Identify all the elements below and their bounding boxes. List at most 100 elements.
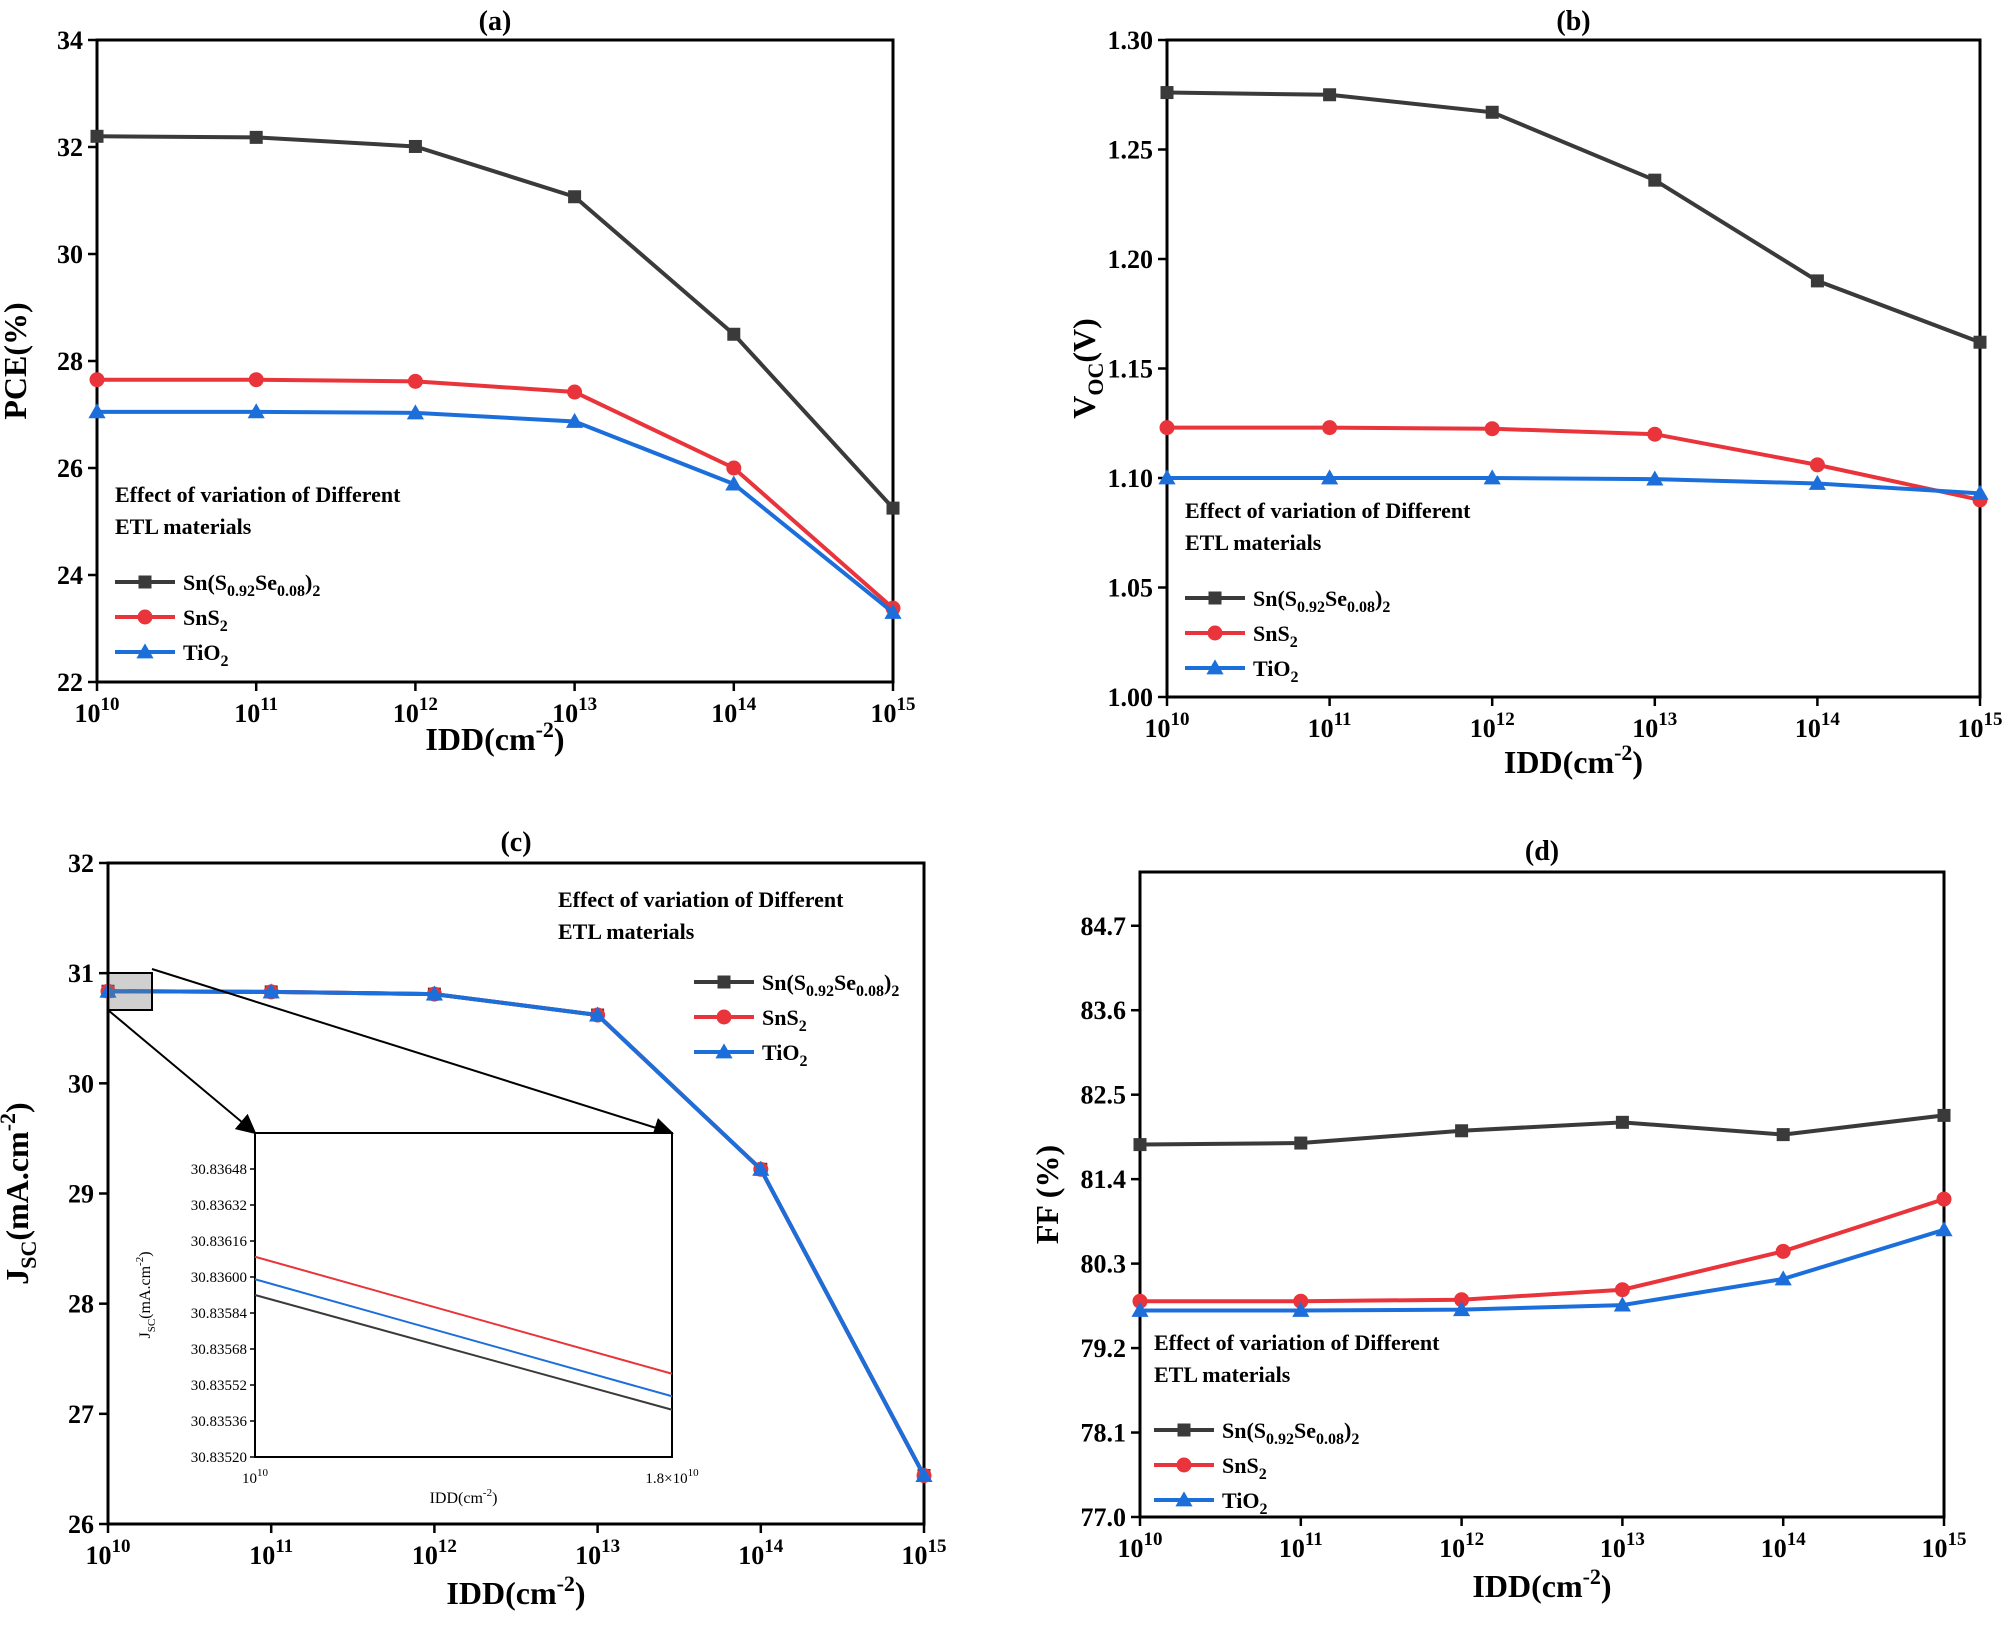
- data-point-black: [1648, 173, 1662, 187]
- legend-marker-blue: [1175, 1491, 1193, 1507]
- data-point-blue: [1131, 1301, 1149, 1317]
- y-tick-label: 79.2: [1081, 1334, 1127, 1363]
- x-tick-label: 1013: [1600, 1529, 1645, 1563]
- data-point-red: [1293, 1293, 1309, 1309]
- inset-y-axis-label: JSC(mA.cm-2): [134, 1251, 158, 1338]
- legend-label-red: SnS2: [1222, 1453, 1267, 1483]
- x-axis-label: IDD(cm-2): [446, 1571, 585, 1611]
- data-point-black: [1485, 105, 1499, 119]
- data-point-red: [1454, 1292, 1470, 1308]
- data-point-red: [726, 460, 742, 476]
- series-line-black: [96, 134, 895, 510]
- y-tick-label: 28: [57, 347, 83, 376]
- y-tick-label: 84.7: [1081, 912, 1127, 941]
- panel-title: (d): [1525, 836, 1559, 867]
- legend-label-blue: TiO2: [1253, 656, 1299, 686]
- data-point-black: [1937, 1108, 1951, 1122]
- data-point-blue: [1321, 469, 1339, 485]
- y-tick-label: 1.10: [1108, 464, 1154, 493]
- y-tick-label: 26: [57, 454, 83, 483]
- y-tick-label: 78.1: [1081, 1419, 1127, 1448]
- data-point-red: [1647, 426, 1663, 442]
- inset-y-tick-label: 30.83600: [191, 1270, 247, 1286]
- annotation-line-2: ETL materials: [558, 919, 695, 944]
- data-point-red: [567, 384, 583, 400]
- inset-frame: [254, 1132, 673, 1458]
- x-tick-label: 1015: [1958, 709, 2003, 743]
- y-tick-label: 83.6: [1081, 996, 1127, 1025]
- data-point-red: [1132, 1293, 1148, 1309]
- x-tick-label: 1010: [1118, 1529, 1163, 1563]
- series-line-red: [97, 377, 895, 610]
- data-point-black: [1160, 86, 1174, 100]
- x-axis-label: IDD(cm-2): [425, 717, 564, 757]
- data-point-blue: [1483, 469, 1501, 485]
- y-tick-label: 32: [68, 849, 94, 878]
- x-tick-label: 1013: [552, 694, 597, 728]
- legend-label-black: Sn(S0.92Se0.08)2: [762, 970, 899, 1000]
- inset-y-tick-label: 30.83552: [191, 1378, 247, 1394]
- data-point-black: [886, 501, 900, 515]
- legend-marker-black: [1177, 1423, 1191, 1437]
- data-point-red: [407, 373, 423, 389]
- y-tick-label: 82.5: [1081, 1081, 1127, 1110]
- x-tick-label: 1012: [393, 694, 438, 728]
- y-tick-label: 26: [68, 1510, 94, 1539]
- legend-label-black: Sn(S0.92Se0.08)2: [1222, 1418, 1359, 1448]
- x-tick-label: 1012: [1470, 709, 1515, 743]
- data-point-black: [1455, 1124, 1469, 1138]
- inset-y-tick-label: 30.83648: [191, 1162, 247, 1178]
- panel-title: (b): [1556, 6, 1590, 37]
- data-point-red: [1159, 420, 1175, 436]
- inset-series-line-red: [254, 1255, 673, 1375]
- legend-marker-blue: [1206, 659, 1224, 675]
- y-tick-label: 29: [68, 1180, 94, 1209]
- data-point-blue: [1971, 484, 1989, 500]
- x-tick-label: 1014: [711, 694, 757, 728]
- data-point-black: [727, 327, 741, 341]
- legend-marker-red: [137, 609, 153, 625]
- y-tick-label: 27: [68, 1400, 94, 1429]
- y-tick-label: 34: [57, 26, 83, 55]
- data-point-blue: [725, 475, 743, 491]
- x-axis-label: IDD(cm-2): [1504, 740, 1643, 780]
- legend-label-black: Sn(S0.92Se0.08)2: [1253, 586, 1390, 616]
- series-line-red: [1167, 425, 1981, 502]
- legend-marker-blue: [715, 1043, 733, 1059]
- panel-a: (a) 22 24 26 28 30 32 34 1010 1011 1012 1013 1014 101…: [0, 6, 916, 757]
- data-point-black: [1133, 1138, 1147, 1152]
- y-tick-label: 30: [57, 240, 83, 269]
- data-point-blue: [566, 412, 584, 428]
- data-point-blue: [1935, 1221, 1953, 1237]
- annotation-line-1: Effect of variation of Different: [558, 887, 844, 912]
- legend-label-red: SnS2: [762, 1005, 807, 1035]
- data-point-black: [1776, 1128, 1790, 1142]
- y-axis-label: VOC(V): [1066, 318, 1108, 419]
- series-line-blue: [1167, 476, 1981, 496]
- data-point-red: [1809, 457, 1825, 473]
- x-tick-label: 1011: [1308, 709, 1352, 743]
- data-point-blue: [589, 1006, 607, 1022]
- data-point-black: [1810, 274, 1824, 288]
- data-point-blue: [88, 403, 106, 419]
- data-point-blue: [1646, 470, 1664, 486]
- x-tick-label: 1014: [1761, 1529, 1807, 1563]
- data-point-black: [1294, 1136, 1308, 1150]
- y-axis-label: PCE(%): [0, 302, 33, 419]
- data-point-blue: [247, 403, 265, 419]
- annotation-line-2: ETL materials: [115, 514, 252, 539]
- series-line-blue: [1140, 1227, 1945, 1313]
- data-point-blue: [1158, 469, 1176, 485]
- panel-title: (a): [479, 6, 512, 37]
- data-point-blue: [425, 985, 443, 1001]
- data-point-blue: [1613, 1296, 1631, 1312]
- x-tick-label: 1010: [86, 1536, 131, 1570]
- data-point-red: [89, 372, 105, 388]
- data-point-blue: [1453, 1301, 1471, 1317]
- legend-label-black: Sn(S0.92Se0.08)2: [183, 570, 320, 600]
- data-point-red: [1775, 1243, 1791, 1259]
- legend-marker-black: [138, 575, 152, 589]
- legend-marker-black: [1208, 591, 1222, 605]
- legend-label-blue: TiO2: [183, 640, 229, 670]
- series-line-black: [1139, 1113, 1945, 1147]
